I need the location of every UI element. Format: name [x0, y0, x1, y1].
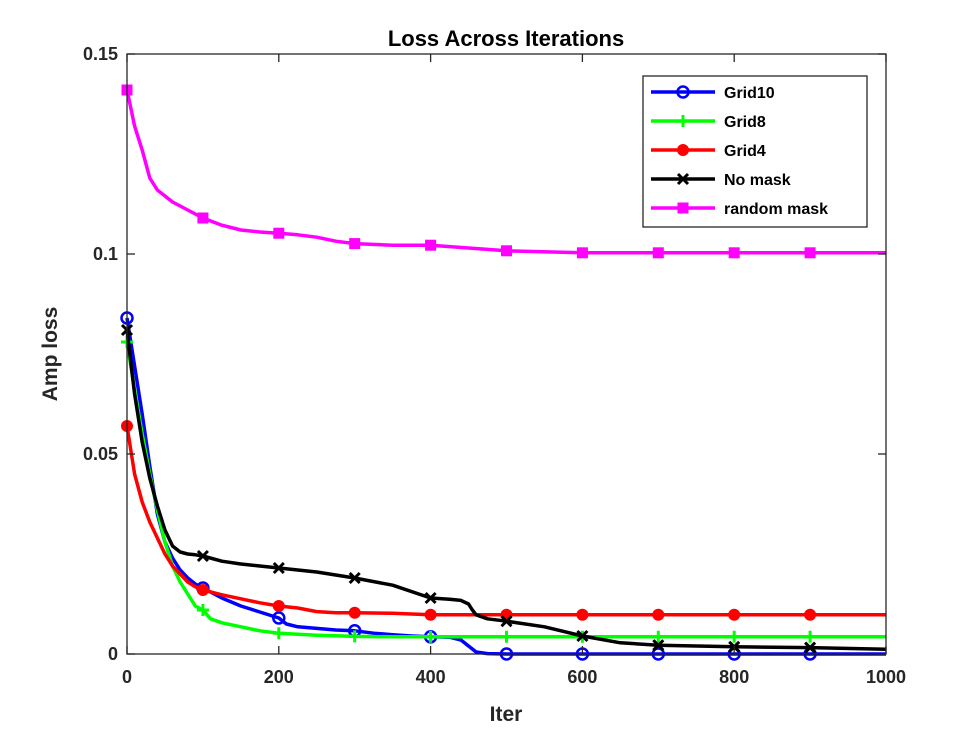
data-point-grid4	[348, 606, 361, 619]
legend-label: Grid10	[724, 85, 775, 102]
legend: Grid10 Grid8 Grid4 No mask random mask	[642, 75, 868, 228]
data-point-no-mask	[576, 629, 589, 643]
chart-title: Loss Across Iterations	[388, 26, 624, 51]
data-point-grid4	[196, 584, 209, 596]
legend-item-grid10: Grid10	[651, 85, 775, 102]
series-line-grid4	[125, 425, 886, 617]
legend-label: No mask	[724, 172, 791, 189]
data-point-random-mask	[349, 238, 361, 250]
data-point-grid8	[804, 630, 817, 643]
series-random-mask	[121, 84, 886, 259]
x-tick-label: 400	[416, 667, 446, 687]
data-point-no-mask	[348, 571, 361, 585]
series-no-mask	[120, 323, 887, 654]
data-point-no-mask	[424, 591, 437, 605]
data-point-random-mask	[197, 212, 209, 224]
data-point-grid8	[348, 630, 361, 643]
series-line-grid8	[125, 341, 886, 639]
data-point-no-mask	[196, 549, 209, 563]
legend-label: random mask	[724, 201, 828, 218]
data-point-grid4	[728, 608, 741, 621]
legend-item-random-mask: random mask	[651, 201, 828, 218]
legend-item-no-mask: No mask	[651, 172, 791, 189]
legend-item-grid8: Grid8	[651, 114, 766, 131]
data-point-no-mask	[272, 561, 285, 575]
plot-frame	[126, 53, 887, 655]
data-point-random-mask	[652, 247, 664, 259]
legend-marker	[676, 172, 690, 186]
data-point-no-mask	[500, 615, 513, 628]
data-point-grid8	[652, 630, 665, 643]
legend-item-grid4: Grid4	[651, 143, 766, 160]
data-point-no-mask	[652, 639, 665, 652]
x-tick-label: 600	[567, 667, 597, 687]
data-point-grid4	[272, 600, 285, 612]
legend-marker	[677, 202, 689, 214]
data-point-random-mask	[804, 247, 816, 259]
data-point-random-mask	[728, 247, 740, 259]
series-line-random-mask	[125, 89, 886, 255]
data-point-grid8	[424, 630, 437, 643]
legend-marker	[676, 85, 690, 99]
legend-marker	[677, 144, 689, 156]
data-point-grid4	[652, 608, 665, 621]
data-point-grid4	[424, 608, 437, 621]
y-tick-label: 0.05	[83, 444, 118, 464]
legend-label: Grid8	[724, 114, 766, 131]
data-point-grid10	[272, 611, 286, 625]
y-tick-label: 0.15	[83, 44, 118, 64]
data-point-grid4	[804, 608, 817, 621]
legend-label: Grid4	[724, 143, 766, 160]
data-point-grid8	[500, 630, 513, 643]
data-point-grid8	[272, 627, 285, 640]
data-point-random-mask	[273, 227, 285, 239]
data-point-random-mask	[501, 245, 512, 257]
data-point-random-mask	[576, 247, 588, 259]
x-tick-label: 800	[719, 667, 749, 687]
data-point-grid8	[728, 630, 741, 643]
data-point-grid4	[576, 608, 589, 621]
data-point-grid8	[196, 604, 209, 616]
ticks-layer: 0 200 400 600 800 1000 0 0.05 0.1 0.15	[83, 44, 906, 687]
data-point-random-mask	[425, 239, 437, 251]
data-point-no-mask	[804, 641, 817, 654]
x-axis-label: Iter	[490, 703, 523, 726]
y-tick-label: 0.1	[93, 244, 118, 264]
x-tick-label: 200	[264, 667, 294, 687]
y-axis-label: Amp loss	[39, 307, 62, 402]
x-tick-label: 0	[122, 667, 132, 687]
x-tick-label: 1000	[866, 667, 906, 687]
y-tick-label: 0	[108, 644, 118, 664]
legend-marker	[677, 115, 689, 127]
